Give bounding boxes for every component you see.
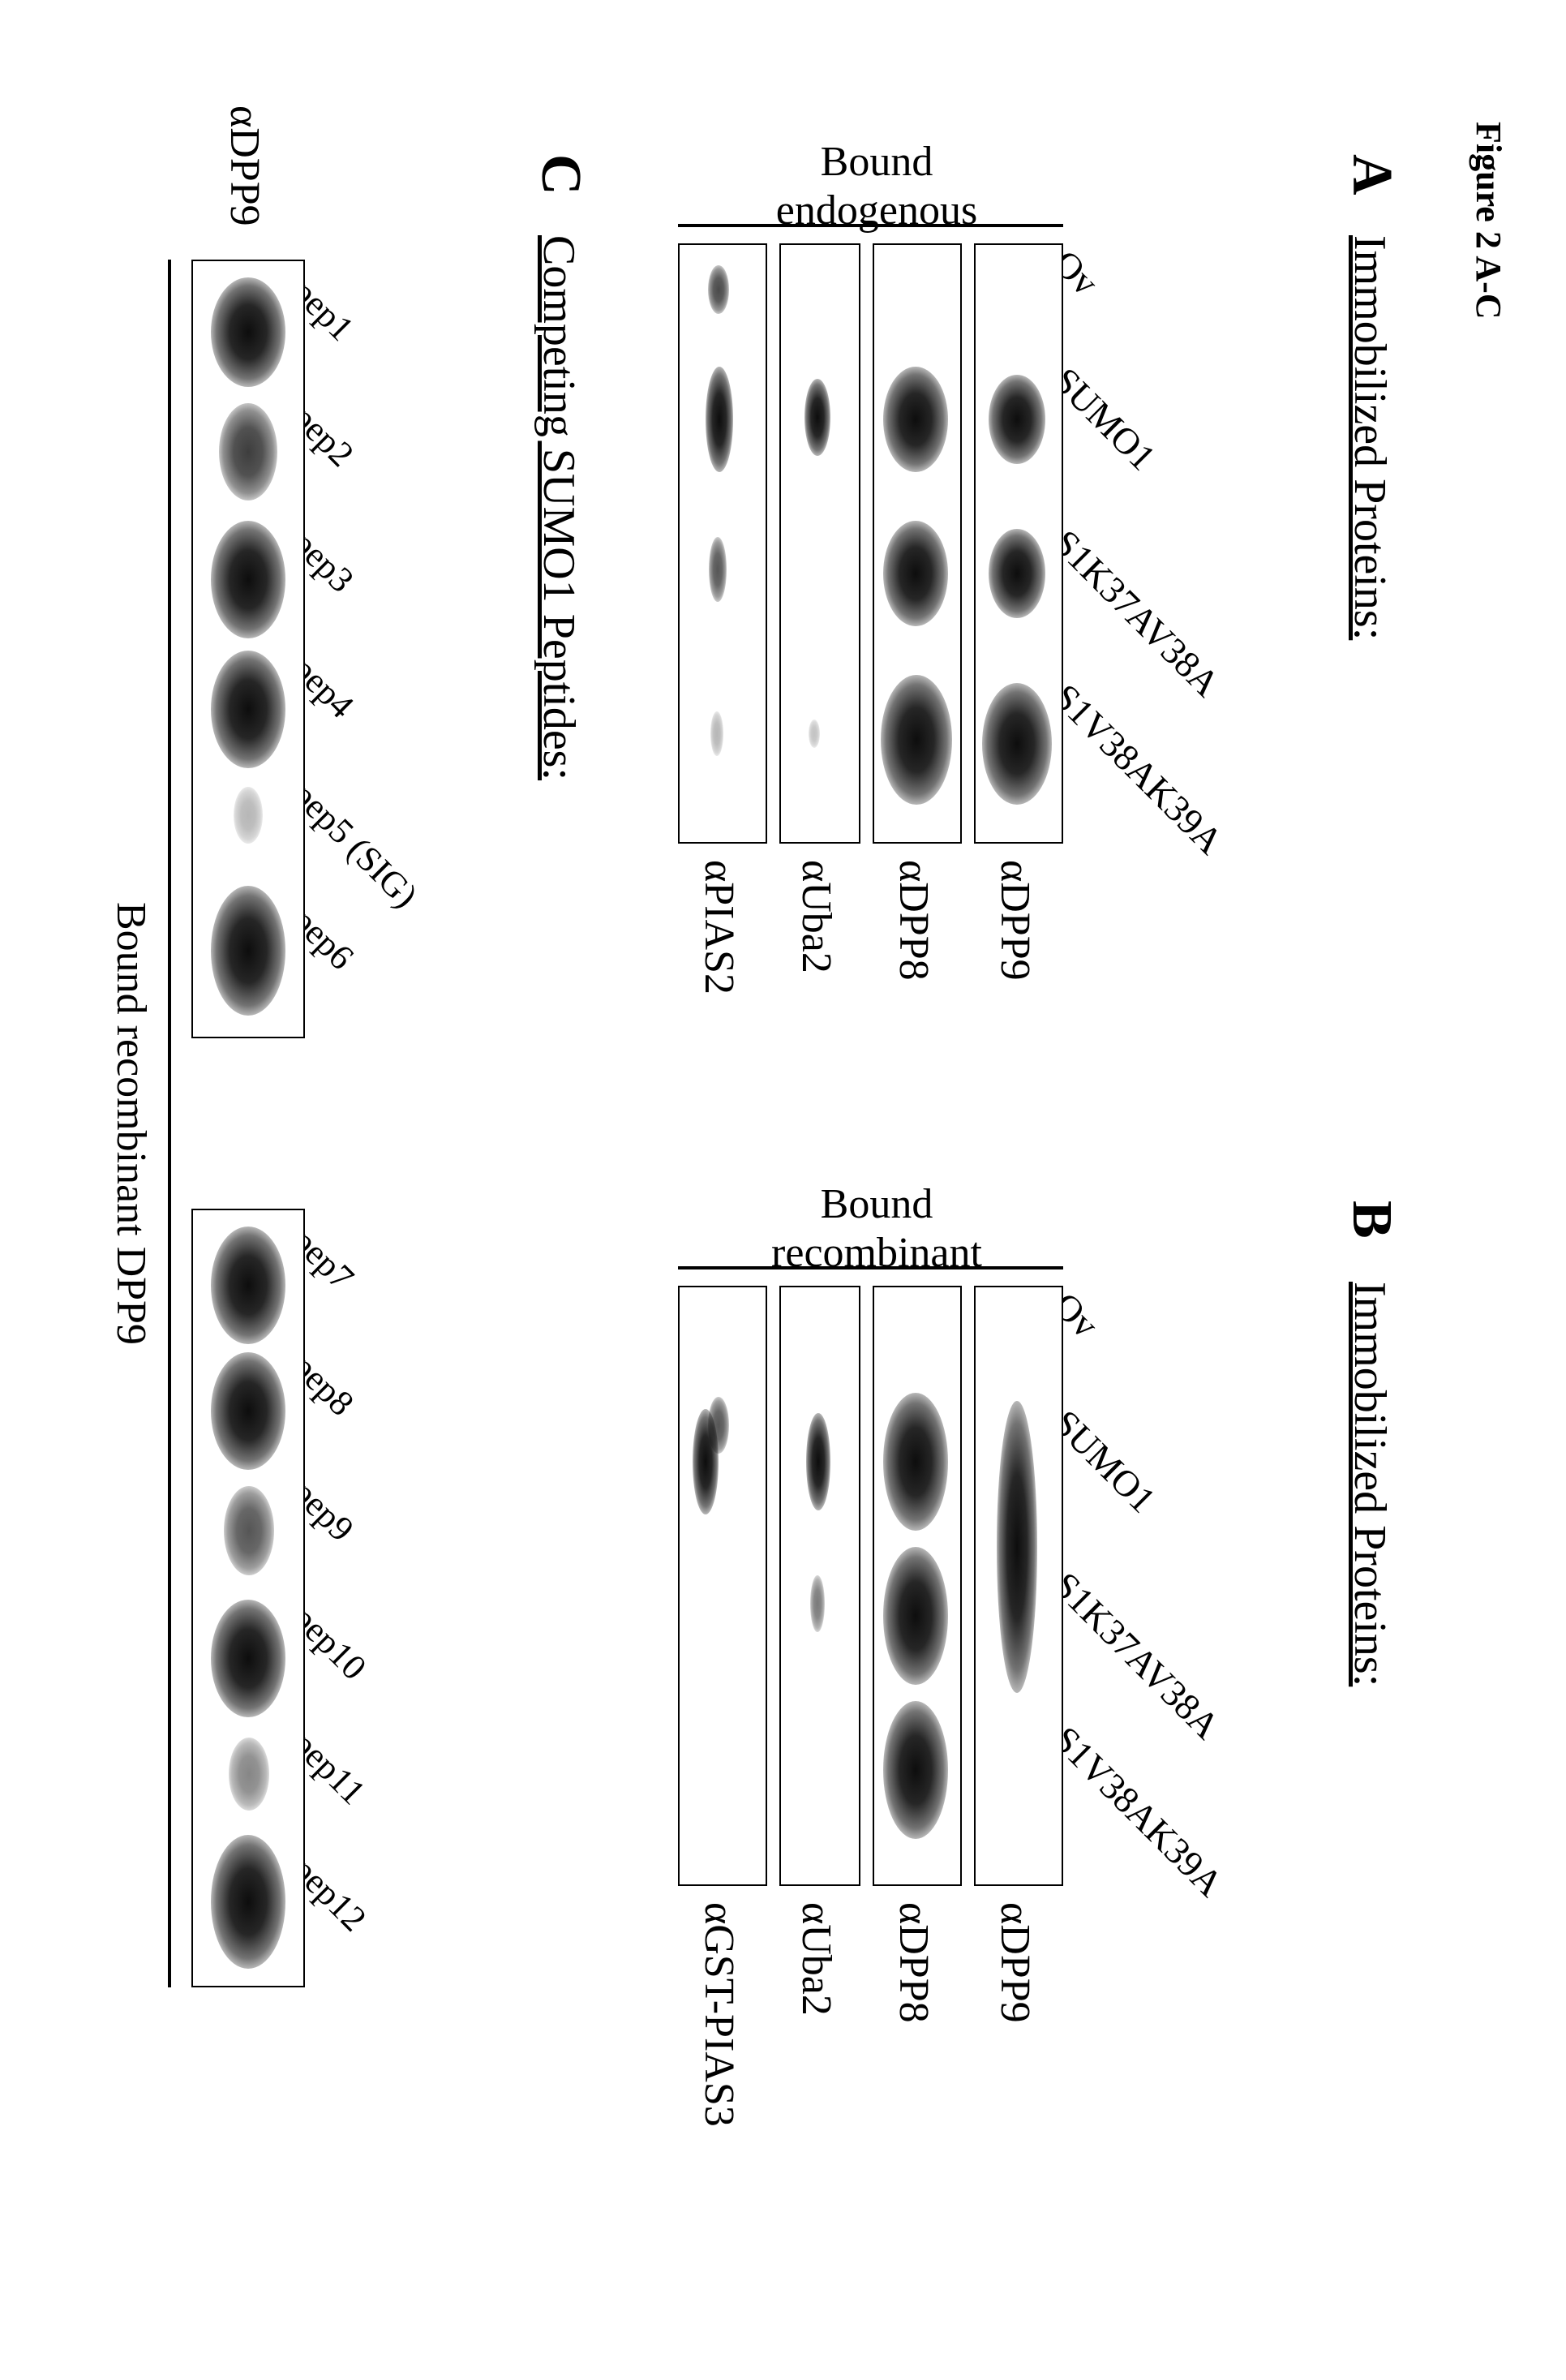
- panel-a-blot-dpp9: [974, 243, 1063, 844]
- panel-a-blot-uba2: [779, 243, 860, 844]
- panel-b-label: B: [1339, 1201, 1404, 1239]
- panel-c-lane-pep5: pep5 (SIG): [284, 774, 426, 916]
- panel-a-blot-dpp8: [873, 243, 962, 844]
- panel-a-blot-pias2: [678, 243, 767, 844]
- panel-b-row-pias3-label: αGST-PIAS3: [695, 1902, 743, 2127]
- panel-b-row-dpp9-label: αDPP9: [991, 1902, 1039, 2023]
- panel-c-bottom-line: [168, 260, 171, 1987]
- panel-c-row-label: αDPP9: [221, 105, 268, 226]
- panel-b-blot-dpp9: [974, 1286, 1063, 1886]
- panel-a-row-pias2-label: αPIAS2: [695, 860, 743, 995]
- panel-c-bottom-label: Bound recombinant DPP9: [107, 260, 155, 1987]
- panel-a-row-dpp9-label: αDPP9: [991, 860, 1039, 981]
- panel-c-title: Competing SUMO1 Peptides:: [533, 235, 585, 780]
- panel-b-title: Immobilized Proteins:: [1344, 1282, 1396, 1686]
- panel-b-axis-bound: Bound: [694, 1180, 1059, 1228]
- panel-b-row-dpp8-label: αDPP8: [890, 1902, 937, 2023]
- panel-c-blot-right: [191, 1209, 305, 1987]
- figure-title: Figure 2 A-C: [1468, 122, 1509, 320]
- panel-b-axis-recombinant: recombinant: [694, 1229, 1059, 1277]
- panel-c-label: C: [528, 154, 593, 195]
- panel-a-lane-s1v38ak39a: S1V38AK39A: [1045, 676, 1232, 863]
- panel-b-row-uba2-label: αUba2: [792, 1902, 840, 2016]
- panel-b-blot-pias3: [678, 1286, 767, 1886]
- panel-a-title: Immobilized Proteins:: [1344, 235, 1396, 640]
- panel-a-row-dpp8-label: αDPP8: [890, 860, 937, 981]
- panel-a-axis-endogenous: endogenous: [694, 187, 1059, 234]
- panel-a-row-uba2-label: αUba2: [792, 860, 840, 973]
- panel-b-blot-dpp8: [873, 1286, 962, 1886]
- panel-a-axis-bound: Bound: [694, 138, 1059, 186]
- panel-a-label: A: [1339, 154, 1404, 195]
- panel-b-lane-s1v38ak39a: S1V38AK39A: [1045, 1718, 1232, 1905]
- panel-c-blot-left: [191, 260, 305, 1038]
- panel-b-blot-uba2: [779, 1286, 860, 1886]
